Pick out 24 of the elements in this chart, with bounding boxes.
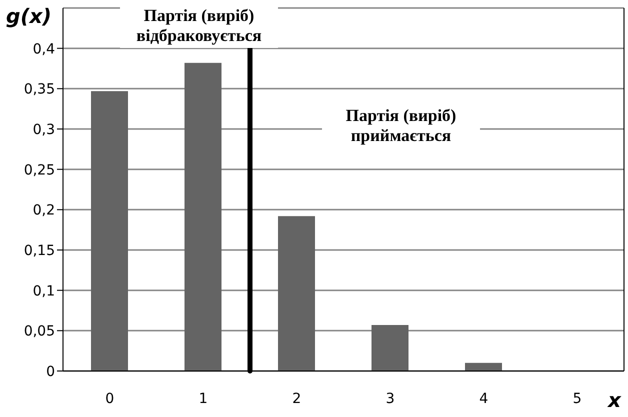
bar bbox=[184, 62, 222, 371]
x-tick-label: 5 bbox=[572, 390, 582, 407]
x-axis-title: x bbox=[608, 388, 621, 412]
x-tick-label: 1 bbox=[198, 390, 208, 407]
annotation: Партія (виріб) приймається bbox=[322, 104, 480, 148]
annotation: Партія (виріб) відбраковується bbox=[120, 4, 278, 48]
x-tick-label: 4 bbox=[479, 390, 488, 407]
y-tick-label: 0,2 bbox=[32, 202, 55, 219]
x-tick-label: 2 bbox=[292, 390, 302, 407]
y-tick-label: 0,05 bbox=[24, 324, 55, 340]
y-tick-label: 0 bbox=[46, 364, 55, 380]
y-tick-label: 0,25 bbox=[24, 162, 55, 178]
y-tick-label: 0,3 bbox=[32, 122, 55, 138]
x-tick-label: 0 bbox=[105, 390, 114, 407]
x-tick-label: 3 bbox=[386, 390, 395, 407]
bar bbox=[91, 91, 128, 371]
y-tick-label: 0,4 bbox=[32, 41, 56, 58]
y-tick-label: 0,35 bbox=[24, 82, 55, 98]
bar bbox=[465, 362, 502, 371]
y-tick-label: 0,1 bbox=[32, 283, 55, 300]
bar bbox=[278, 216, 315, 371]
y-tick-label: 0,15 bbox=[24, 242, 55, 259]
y-axis-title: g(x) bbox=[6, 4, 52, 28]
bar bbox=[372, 325, 408, 371]
